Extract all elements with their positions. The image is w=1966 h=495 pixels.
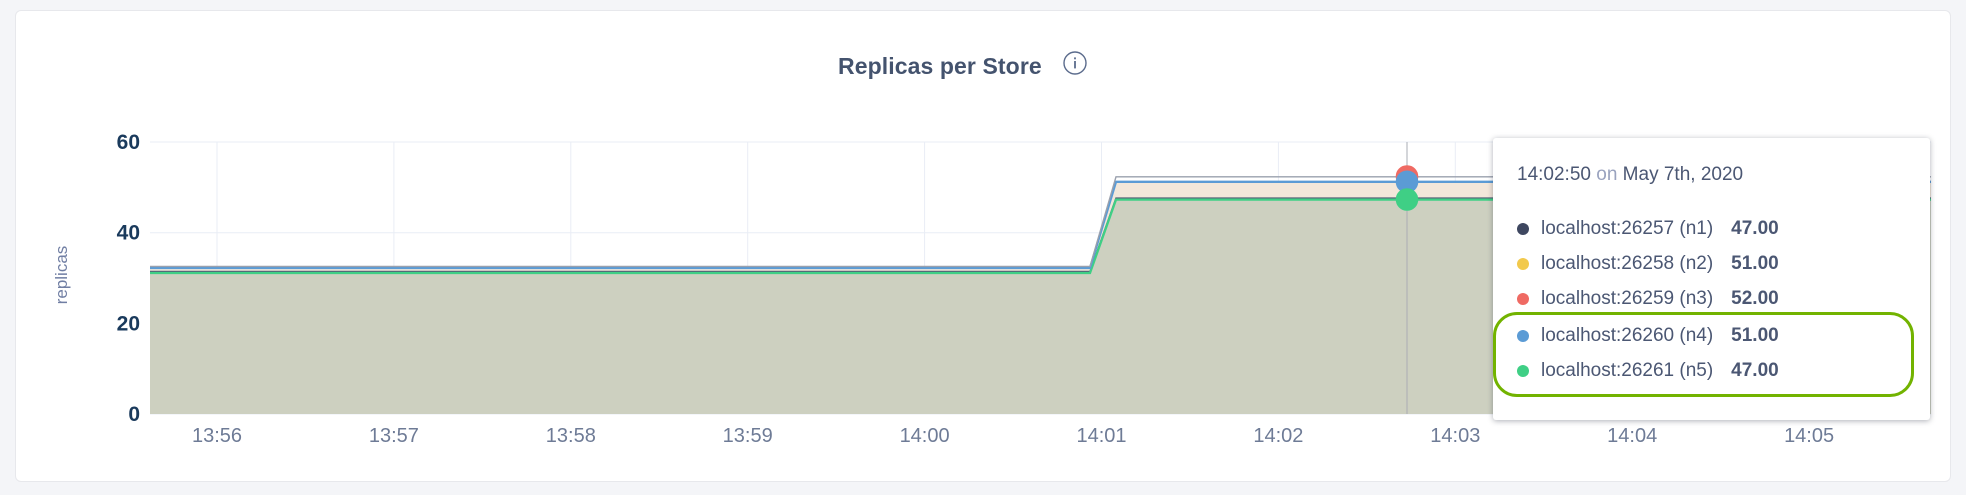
svg-text:14:00: 14:00: [900, 425, 950, 447]
svg-text:40: 40: [117, 222, 140, 245]
svg-text:14:02: 14:02: [1253, 425, 1303, 447]
svg-text:13:59: 13:59: [723, 425, 773, 447]
svg-text:60: 60: [117, 131, 140, 154]
svg-text:20: 20: [117, 313, 140, 336]
svg-text:14:05: 14:05: [1784, 425, 1834, 447]
svg-text:13:56: 13:56: [192, 425, 242, 447]
svg-text:0: 0: [128, 403, 140, 426]
svg-text:14:01: 14:01: [1076, 425, 1126, 447]
svg-text:14:03: 14:03: [1430, 425, 1480, 447]
svg-text:14:04: 14:04: [1607, 425, 1657, 447]
svg-text:13:58: 13:58: [546, 425, 596, 447]
svg-text:13:57: 13:57: [369, 425, 419, 447]
